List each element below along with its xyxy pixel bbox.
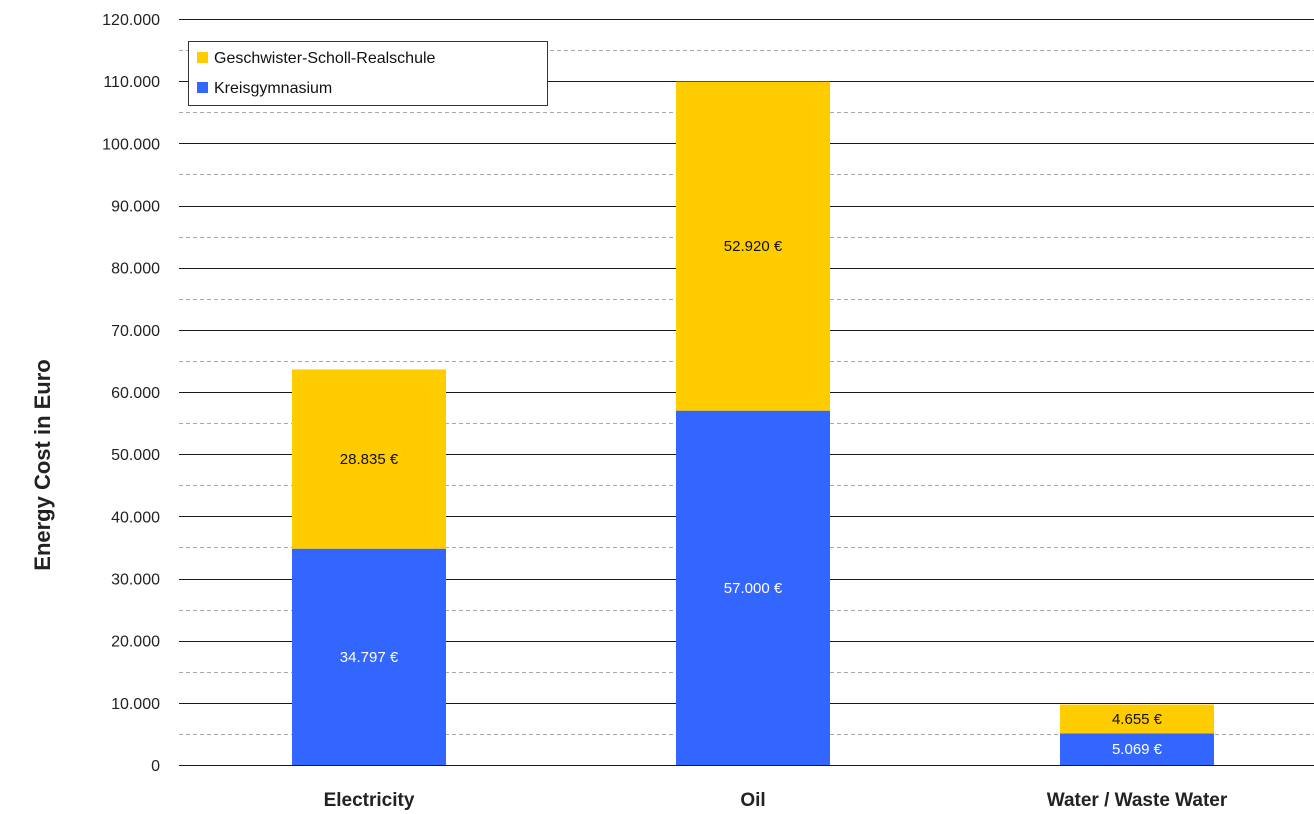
y-tick-label: 120.000 <box>102 12 160 29</box>
y-tick-label: 30.000 <box>111 572 160 589</box>
y-tick-label: 110.000 <box>103 74 160 91</box>
data-label: 34.797 € <box>340 649 399 666</box>
data-label: 5.069 € <box>1112 741 1163 758</box>
legend-swatch <box>197 52 208 63</box>
y-tick-label: 90.000 <box>111 199 160 216</box>
legend-entry: Geschwister-Scholl-Realschule <box>214 50 436 67</box>
legend-swatch <box>197 82 208 93</box>
legend-entry: Kreisgymnasium <box>214 80 332 97</box>
data-labels: 34.797 € 28.835 € 57.000 € 52.920 € 5.069 € 4… <box>340 238 1163 758</box>
y-tick-label: 10.000 <box>111 696 160 713</box>
legend: Geschwister-Scholl-Realschule Kreisgymnas… <box>188 41 548 106</box>
bar-segment <box>292 369 446 549</box>
x-category-label: Electricity <box>324 790 415 811</box>
data-label: 4.655 € <box>1112 711 1163 728</box>
x-axis-category-labels: Electricity Oil Water / Waste Water <box>324 790 1228 811</box>
y-axis-label: Energy Cost in Euro <box>30 359 55 570</box>
y-tick-label: 0 <box>151 758 160 775</box>
bar-segment <box>676 410 830 765</box>
y-tick-label: 50.000 <box>111 447 160 464</box>
bar-segment <box>676 81 830 411</box>
y-tick-label: 100.000 <box>102 136 160 153</box>
bar-segment <box>1060 704 1214 734</box>
y-tick-label: 70.000 <box>111 323 160 340</box>
x-category-label: Water / Waste Water <box>1047 790 1228 811</box>
bar-segment <box>1060 733 1214 765</box>
y-tick-label: 40.000 <box>111 509 160 526</box>
data-label: 52.920 € <box>724 238 783 255</box>
y-tick-label: 80.000 <box>111 261 160 278</box>
data-label: 57.000 € <box>724 580 783 597</box>
bars <box>292 81 1214 765</box>
x-category-label: Oil <box>740 790 765 811</box>
y-tick-label: 60.000 <box>111 385 160 402</box>
bar-segment <box>292 548 446 765</box>
y-tick-label: 20.000 <box>111 634 160 651</box>
data-label: 28.835 € <box>340 451 399 468</box>
legend-box <box>188 41 548 106</box>
y-axis-tick-labels: 0 10.000 20.000 30.000 40.000 50.000 60.000 70.… <box>102 12 160 775</box>
